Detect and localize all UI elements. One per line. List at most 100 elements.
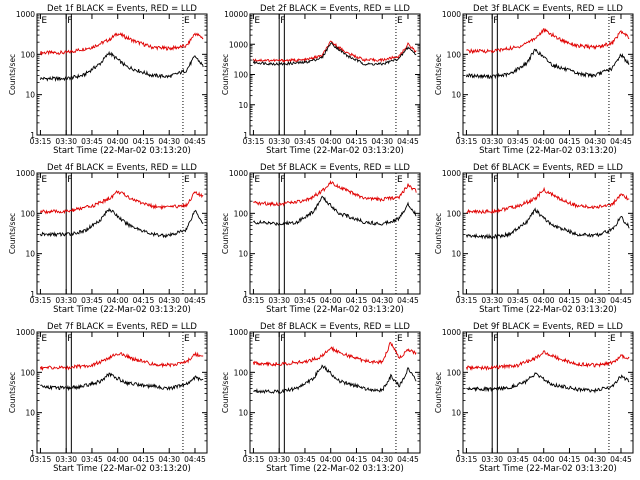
x-axis-label: Start Time (22-Mar-02 03:13:20) (479, 305, 617, 315)
y-axis-label: Counts/sec (8, 372, 17, 413)
state-marker: E (467, 16, 473, 26)
state-marker: F (493, 16, 498, 26)
series-lld-line (39, 32, 204, 56)
x-tick-label: 04:15 (133, 296, 155, 305)
y-tick-label: 10 (25, 250, 35, 259)
x-tick-label: 04:00 (320, 137, 342, 146)
x-tick-label: 04:30 (371, 137, 393, 146)
y-tick-label: 10 (451, 250, 461, 259)
x-tick-label: 03:45 (294, 455, 316, 464)
state-marker: E (467, 175, 473, 185)
x-tick-label: 03:45 (507, 137, 529, 146)
panel-title: Det 7f BLACK = Events, RED = LLD (47, 322, 197, 332)
x-tick-label: 04:30 (158, 137, 180, 146)
state-marker: E (184, 16, 190, 26)
x-tick-label: 04:30 (371, 296, 393, 305)
y-tick-label: 1000 (442, 328, 461, 337)
y-tick-label: 100 (21, 209, 36, 218)
plot-frame (462, 331, 634, 454)
x-tick-label: 03:30 (481, 455, 503, 464)
x-tick-label: 03:45 (294, 296, 316, 305)
state-marker: E (610, 16, 616, 26)
panel-5: Det 5f BLACK = Events, RED = LLD 1 10 100 10… (221, 163, 421, 315)
panel-3: Det 3f BLACK = Events, RED = LLD 1 10 100 10… (434, 4, 634, 156)
series-lld-line (252, 341, 417, 367)
x-axis-label: Start Time (22-Mar-02 03:13:20) (479, 146, 617, 156)
panel-title: Det 4f BLACK = Events, RED = LLD (47, 163, 197, 173)
state-marker: F (67, 334, 72, 344)
x-tick-label: 04:15 (133, 455, 155, 464)
x-tick-label: 03:30 (55, 296, 77, 305)
y-tick-label: 100 (21, 368, 36, 377)
panel-title: Det 6f BLACK = Events, RED = LLD (473, 163, 623, 173)
x-tick-label: 03:15 (30, 296, 52, 305)
state-marker: E (184, 334, 190, 344)
x-tick-label: 04:45 (184, 455, 206, 464)
y-tick-label: 100 (447, 209, 462, 218)
series-events-line (39, 207, 204, 239)
panel-4: Det 4f BLACK = Events, RED = LLD 1 10 100 10… (8, 163, 208, 315)
plot-frame (36, 172, 208, 295)
x-tick-label: 04:45 (397, 296, 419, 305)
series-lld-line (39, 351, 204, 372)
y-axis-label: Counts/sec (221, 54, 230, 95)
y-tick-label: 1 (30, 290, 35, 299)
series-events-line (252, 41, 417, 66)
plot-frame (462, 172, 634, 295)
panel-8: Det 8f BLACK = Events, RED = LLD 1 10 100 10… (221, 322, 421, 474)
plot-frame (249, 331, 421, 454)
plot-frame (36, 331, 208, 454)
series-events-line (39, 50, 204, 83)
y-tick-label: 1 (243, 449, 248, 458)
x-tick-label: 04:00 (107, 296, 129, 305)
x-tick-label: 04:30 (371, 455, 393, 464)
x-axis-label: Start Time (22-Mar-02 03:13:20) (266, 305, 404, 315)
y-tick-label: 1000 (229, 169, 248, 178)
panel-7: Det 7f BLACK = Events, RED = LLD 1 10 100 10… (8, 322, 208, 474)
state-marker: E (254, 16, 260, 26)
plot-frame (462, 13, 634, 136)
x-tick-label: 03:15 (30, 137, 52, 146)
y-axis-label: Counts/sec (434, 213, 443, 254)
y-tick-label: 10 (238, 250, 248, 259)
x-tick-label: 04:15 (133, 137, 155, 146)
x-tick-label: 04:45 (184, 296, 206, 305)
x-tick-label: 03:45 (81, 455, 103, 464)
y-tick-label: 1 (456, 290, 461, 299)
y-tick-label: 1 (30, 131, 35, 140)
state-marker: E (610, 334, 616, 344)
state-marker: E (467, 334, 473, 344)
x-tick-label: 04:15 (559, 455, 581, 464)
x-axis-label: Start Time (22-Mar-02 03:13:20) (53, 464, 191, 474)
x-tick-label: 04:30 (158, 296, 180, 305)
x-tick-label: 04:45 (610, 296, 632, 305)
x-tick-label: 03:15 (456, 455, 478, 464)
plot-frame (249, 172, 421, 295)
x-tick-label: 04:30 (584, 296, 606, 305)
x-tick-label: 04:45 (610, 137, 632, 146)
series-lld-line (252, 40, 417, 63)
x-axis-label: Start Time (22-Mar-02 03:13:20) (266, 146, 404, 156)
state-marker: E (41, 175, 47, 185)
x-tick-label: 04:15 (346, 296, 368, 305)
y-axis-label: Counts/sec (8, 213, 17, 254)
x-tick-label: 04:00 (320, 296, 342, 305)
state-marker: F (67, 175, 72, 185)
series-lld-line (39, 190, 204, 215)
x-tick-label: 04:00 (320, 455, 342, 464)
y-tick-label: 100 (447, 50, 462, 59)
state-marker: E (397, 175, 403, 185)
x-tick-label: 04:30 (584, 455, 606, 464)
x-tick-label: 03:15 (243, 455, 265, 464)
x-tick-label: 03:30 (268, 296, 290, 305)
x-tick-label: 04:15 (346, 137, 368, 146)
x-tick-label: 03:45 (81, 137, 103, 146)
x-tick-label: 03:45 (81, 296, 103, 305)
x-tick-label: 04:15 (559, 296, 581, 305)
state-marker: E (254, 175, 260, 185)
y-tick-label: 1000 (229, 328, 248, 337)
x-tick-label: 03:15 (456, 137, 478, 146)
series-lld-line (466, 28, 630, 55)
x-axis-label: Start Time (22-Mar-02 03:13:20) (53, 146, 191, 156)
